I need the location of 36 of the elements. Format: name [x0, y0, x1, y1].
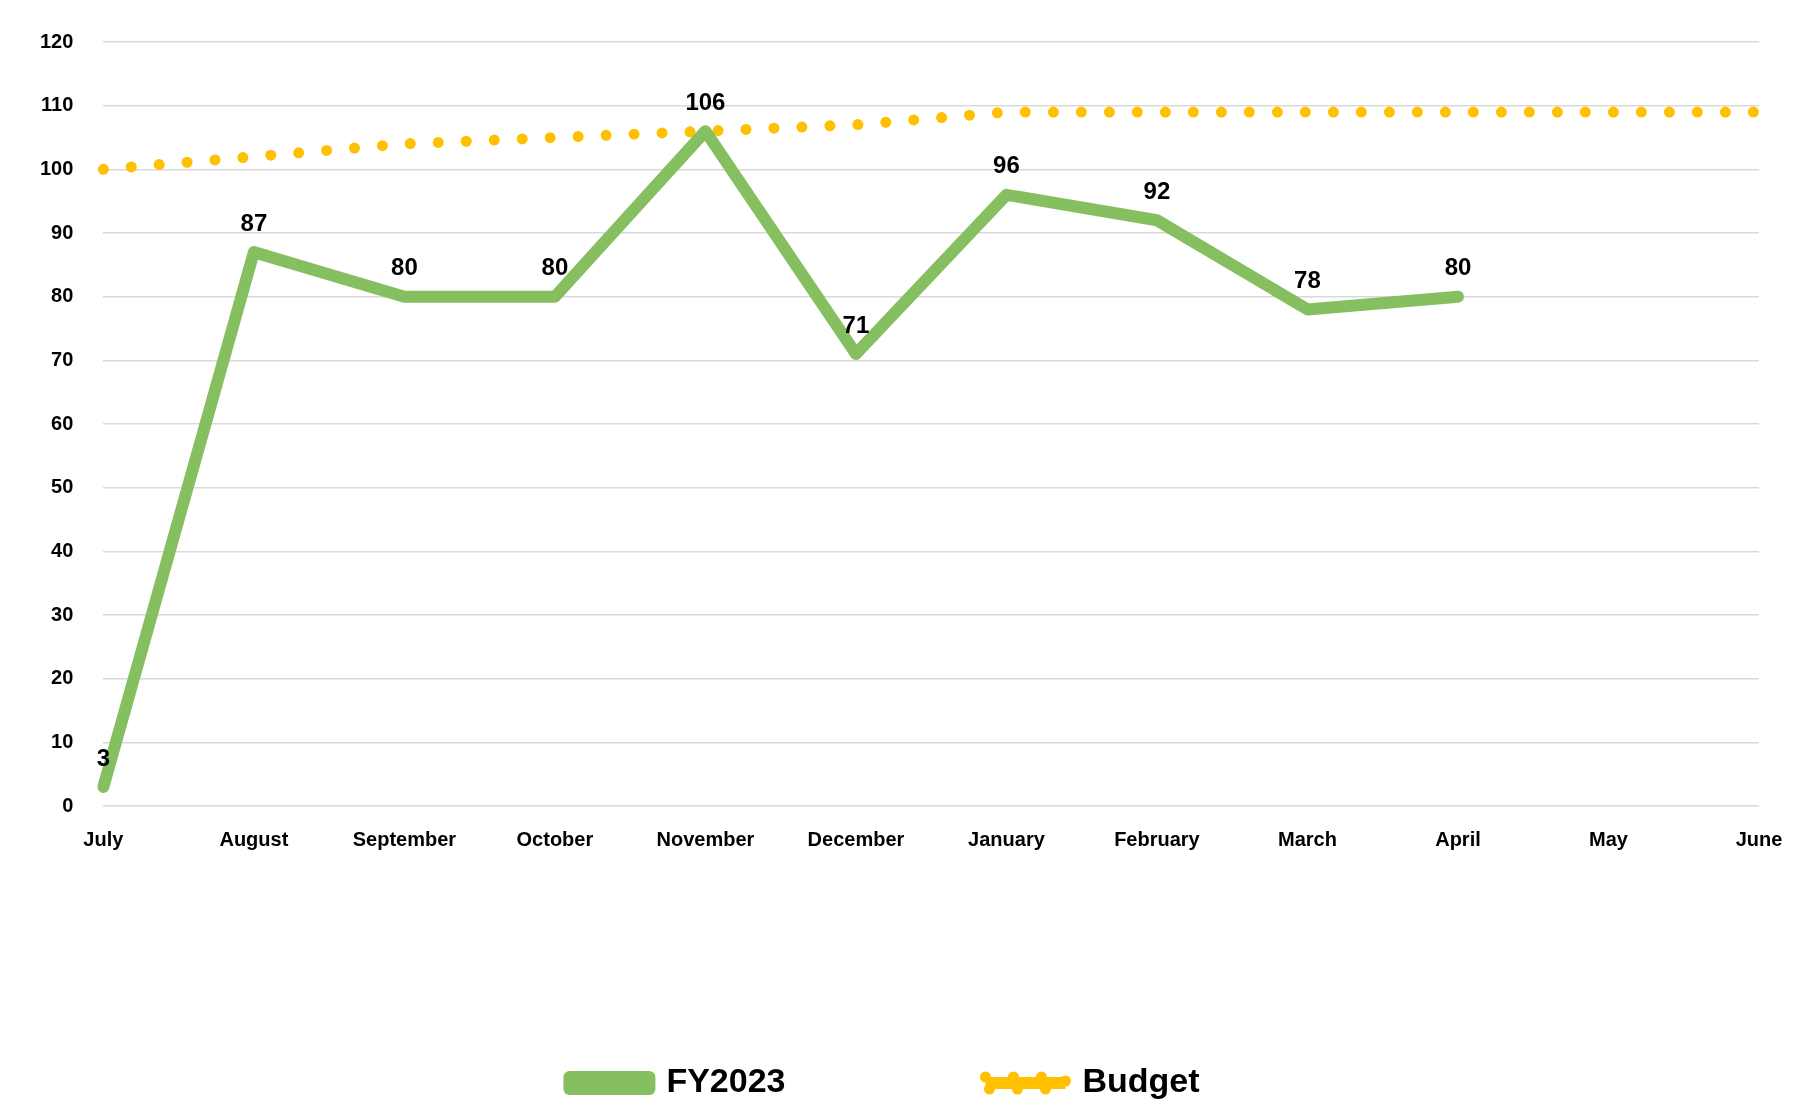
x-tick-label: January [968, 827, 1046, 850]
y-tick-label: 50 [51, 475, 74, 498]
y-tick-label: 10 [51, 729, 74, 752]
x-tick-label: November [656, 827, 755, 850]
x-tick-label: May [1589, 827, 1629, 850]
y-tick-label: 30 [51, 602, 74, 625]
data-label: 71 [842, 310, 870, 338]
x-tick-label: March [1278, 827, 1337, 850]
y-tick-label: 60 [51, 411, 74, 434]
x-tick-label: June [1735, 827, 1783, 850]
y-tick-label: 0 [62, 793, 74, 816]
x-tick-label: October [516, 827, 594, 850]
y-tick-label: 40 [51, 538, 74, 561]
data-label: 80 [541, 253, 569, 281]
legend-label: Budget [1082, 1061, 1200, 1100]
y-tick-label: 90 [51, 220, 74, 243]
data-label: 78 [1294, 266, 1321, 294]
data-label: 106 [685, 87, 726, 115]
x-tick-label: September [352, 827, 457, 850]
y-tick-label: 20 [51, 666, 74, 689]
data-label: 92 [1143, 176, 1171, 204]
x-tick-label: April [1435, 827, 1481, 850]
y-tick-label: 110 [41, 93, 74, 116]
data-label: 87 [240, 208, 268, 236]
x-tick-label: December [807, 827, 905, 850]
x-tick-label: February [1114, 827, 1201, 850]
x-tick-label: August [219, 827, 289, 850]
legend-label: FY2023 [666, 1061, 786, 1100]
data-label: 80 [391, 253, 418, 281]
data-label: 80 [1444, 253, 1472, 281]
y-tick-label: 120 [39, 29, 74, 52]
y-tick-label: 70 [51, 347, 74, 370]
y-tick-label: 100 [39, 156, 74, 179]
x-tick-label: July [83, 827, 125, 850]
data-label: 96 [993, 151, 1020, 179]
y-tick-label: 80 [51, 284, 74, 307]
